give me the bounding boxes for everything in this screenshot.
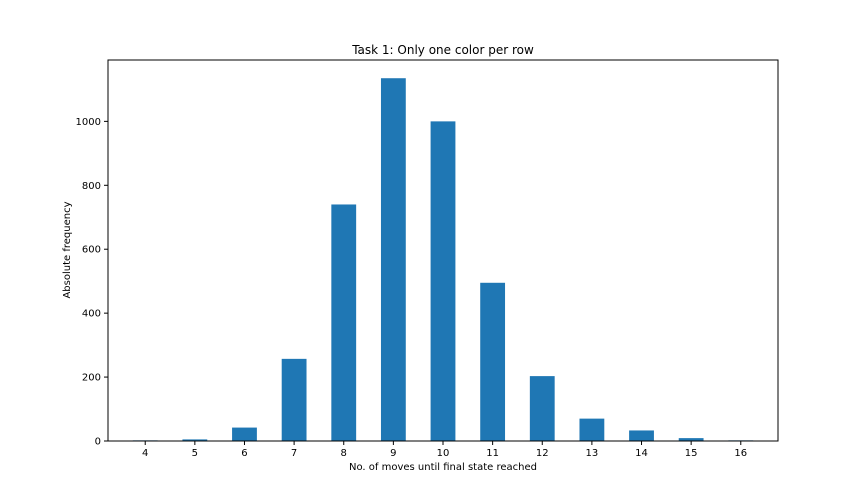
bar-6 xyxy=(232,427,257,441)
y-axis-label: Absolute frequency xyxy=(62,201,73,298)
bar-14 xyxy=(629,430,654,441)
x-tick-label-14: 14 xyxy=(635,448,648,459)
y-tick-label-800: 800 xyxy=(82,181,101,192)
x-tick-label-5: 5 xyxy=(192,448,198,459)
x-tick-label-7: 7 xyxy=(291,448,297,459)
y-tick-label-200: 200 xyxy=(82,373,101,384)
plot-area: 4 5 6 7 8 9 10 11 12 13 14 15 16 0 200 400 600 800 1000 xyxy=(76,78,754,459)
x-tick-label-12: 12 xyxy=(536,448,549,459)
bar-7 xyxy=(281,358,307,441)
bar-13 xyxy=(579,418,605,441)
bar-15 xyxy=(678,438,704,441)
y-tick-label-400: 400 xyxy=(82,309,101,320)
x-tick-label-9: 9 xyxy=(390,448,396,459)
bar-5 xyxy=(182,439,208,441)
y-tick-label-1000: 1000 xyxy=(76,117,101,128)
x-tick-label-10: 10 xyxy=(437,448,450,459)
bar-8 xyxy=(331,204,357,441)
y-tick-label-0: 0 xyxy=(95,437,101,448)
plot-frame xyxy=(107,59,779,442)
y-tick-label-600: 600 xyxy=(82,245,101,256)
x-axis-label: No. of moves until final state reached xyxy=(349,462,537,473)
bar-9 xyxy=(380,78,406,441)
x-tick-label-15: 15 xyxy=(685,448,698,459)
x-tick-label-8: 8 xyxy=(341,448,347,459)
bar-10 xyxy=(430,121,456,441)
x-tick-label-6: 6 xyxy=(241,448,247,459)
x-tick-label-4: 4 xyxy=(142,448,148,459)
x-tick-label-13: 13 xyxy=(586,448,599,459)
x-tick-label-16: 16 xyxy=(734,448,747,459)
chart-title: Task 1: Only one color per row xyxy=(351,43,534,57)
x-tick-label-11: 11 xyxy=(486,448,499,459)
bar-12 xyxy=(529,376,555,441)
bar-11 xyxy=(480,282,506,441)
